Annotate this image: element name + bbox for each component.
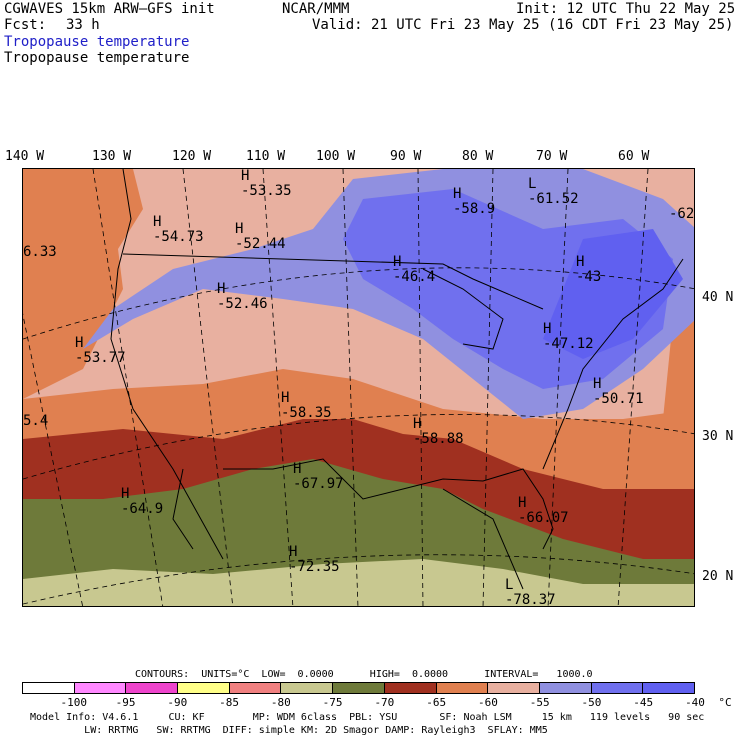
tropopause-temperature-map: H -53.35 H -58.9 L -61.52 -62 H -54.73 H -52.… bbox=[22, 168, 695, 607]
legend-swatch-0 bbox=[23, 683, 75, 693]
center-label-10: H -52.46 bbox=[217, 281, 268, 312]
lon-label-90w: 90 W bbox=[390, 149, 422, 164]
center-label-15: H -58.35 bbox=[281, 390, 332, 421]
legend-tick-13: °C bbox=[718, 696, 732, 709]
center-label-4: -62 bbox=[669, 206, 695, 222]
valid-time: Valid: 21 UTC Fri 23 May 25 (16 CDT Fri … bbox=[312, 17, 734, 33]
lat-label-30n: 30 N bbox=[702, 429, 734, 444]
center-label-3: L -61.52 bbox=[528, 176, 579, 207]
legend-swatch-4 bbox=[229, 683, 282, 693]
lon-label-130w: 130 W bbox=[92, 149, 132, 164]
legend-tick-7: -65 bbox=[426, 696, 447, 709]
center-label-20: H -72.35 bbox=[289, 544, 340, 575]
center-label-18: H -64.9 bbox=[121, 486, 164, 517]
center-label: NCAR/MMM bbox=[282, 1, 350, 17]
lon-label-140w: 140 W bbox=[5, 149, 45, 164]
center-label-16: H -58.88 bbox=[413, 416, 464, 447]
legend-tick-0: -100 bbox=[60, 696, 88, 709]
legend-swatch-12 bbox=[643, 683, 694, 693]
legend-tick-2: -90 bbox=[167, 696, 188, 709]
init-time: Init: 12 UTC Thu 22 May 25 bbox=[516, 1, 736, 17]
legend-tick-9: -55 bbox=[529, 696, 550, 709]
legend-tick-6: -70 bbox=[374, 696, 395, 709]
center-label-21: L -78.37 bbox=[505, 577, 556, 607]
legend-swatch-1 bbox=[74, 683, 127, 693]
color-legend bbox=[22, 682, 695, 694]
lat-label-40n: 40 N bbox=[702, 290, 734, 305]
legend-tick-10: -50 bbox=[581, 696, 602, 709]
legend-swatch-6 bbox=[333, 683, 385, 693]
center-label-8: H -46.4 bbox=[393, 254, 436, 285]
center-label-11: H -47.12 bbox=[543, 321, 594, 352]
lon-label-120w: 120 W bbox=[172, 149, 212, 164]
legend-tick-12: -40 bbox=[685, 696, 705, 709]
legend-swatch-5 bbox=[281, 683, 334, 693]
legend-tick-5: -75 bbox=[322, 696, 343, 709]
field-title-primary: Tropopause temperature bbox=[4, 34, 190, 50]
legend-tick-1: -95 bbox=[115, 696, 136, 709]
center-label-17: H -67.97 bbox=[293, 461, 344, 492]
legend-swatch-10 bbox=[539, 683, 592, 693]
legend-swatch-11 bbox=[591, 683, 644, 693]
center-label-5: H -54.73 bbox=[153, 214, 204, 245]
forecast-hours: 33 h bbox=[66, 17, 100, 33]
legend-tick-8: -60 bbox=[477, 696, 498, 709]
model-info-line-1: Model Info: V4.6.1 CU: KF MP: WDM 6class… bbox=[30, 712, 705, 723]
legend-swatch-7 bbox=[384, 683, 437, 693]
map-canvas bbox=[23, 169, 694, 606]
legend-tick-11: -45 bbox=[633, 696, 654, 709]
legend-swatch-9 bbox=[488, 683, 540, 693]
forecast-label: Fcst: bbox=[4, 17, 47, 33]
lon-label-110w: 110 W bbox=[246, 149, 286, 164]
center-label-2: H -58.9 bbox=[453, 186, 496, 217]
center-label-12: H -53.77 bbox=[75, 335, 126, 366]
center-label-6: H -52.44 bbox=[235, 221, 286, 252]
lat-label-20n: 20 N bbox=[702, 569, 734, 584]
center-label-7: 6.33 bbox=[23, 244, 57, 260]
model-title: CGWAVES 15km ARW–GFS init bbox=[4, 1, 215, 17]
lon-label-100w: 100 W bbox=[316, 149, 356, 164]
field-title-secondary: Tropopause temperature bbox=[4, 50, 190, 66]
center-label-13: H -50.71 bbox=[593, 376, 644, 407]
legend-tick-4: -80 bbox=[270, 696, 291, 709]
legend-tick-3: -85 bbox=[219, 696, 239, 709]
center-label-9: H -43 bbox=[576, 254, 602, 285]
legend-swatch-8 bbox=[436, 683, 489, 693]
lon-label-60w: 60 W bbox=[618, 149, 650, 164]
center-label-14: 5.4 bbox=[23, 413, 49, 429]
center-label-19: H -66.07 bbox=[518, 495, 569, 526]
legend-swatch-2 bbox=[126, 683, 179, 693]
legend-swatch-3 bbox=[178, 683, 230, 693]
lon-label-80w: 80 W bbox=[462, 149, 494, 164]
contours-info: CONTOURS: UNITS=°C LOW= 0.0000 HIGH= 0.0… bbox=[135, 669, 593, 680]
model-info-line-2: LW: RRTMG SW: RRTMG DIFF: simple KM: 2D … bbox=[30, 725, 548, 736]
lon-label-70w: 70 W bbox=[536, 149, 568, 164]
center-label-1: H -53.35 bbox=[241, 168, 292, 199]
